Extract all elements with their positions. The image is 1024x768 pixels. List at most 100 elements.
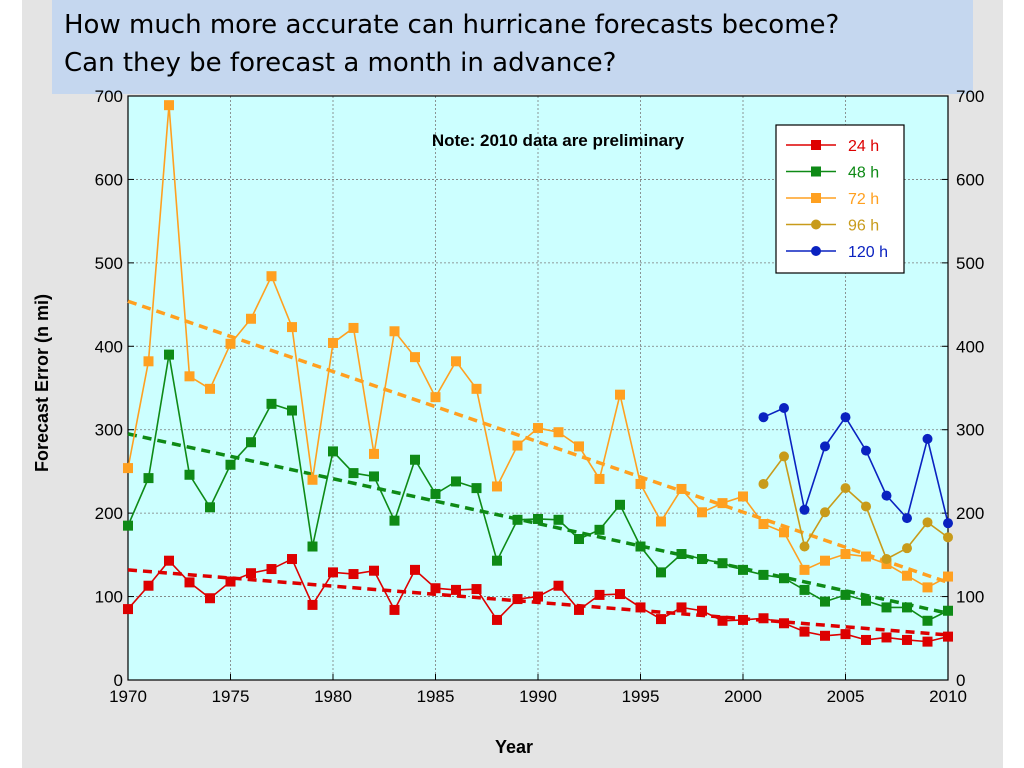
data-point-72h bbox=[615, 389, 625, 400]
data-point-72h bbox=[594, 473, 605, 484]
series-line-120h bbox=[763, 406, 949, 524]
data-point-72h bbox=[533, 423, 543, 434]
data-point-24h bbox=[328, 567, 338, 578]
data-point-72h bbox=[697, 507, 707, 518]
data-point-48h bbox=[676, 549, 687, 560]
data-point-48h bbox=[410, 454, 420, 465]
data-point-72h bbox=[902, 570, 912, 581]
x-tick-label: 2000 bbox=[724, 687, 762, 706]
trend-line-48h bbox=[127, 432, 949, 615]
data-point-24h bbox=[512, 594, 523, 605]
legend-marker-72h bbox=[811, 193, 821, 203]
data-point-72h bbox=[758, 518, 769, 529]
data-point-96h bbox=[861, 501, 871, 512]
data-point-96h bbox=[799, 541, 810, 552]
data-point-48h bbox=[635, 541, 646, 552]
data-point-96h bbox=[902, 543, 912, 554]
data-point-48h bbox=[430, 488, 441, 499]
data-point-72h bbox=[246, 313, 256, 324]
data-point-72h bbox=[164, 100, 174, 111]
data-point-48h bbox=[246, 437, 256, 448]
legend-marker-48h bbox=[811, 166, 821, 177]
data-point-48h bbox=[820, 596, 830, 607]
trend-line-24h bbox=[127, 568, 949, 637]
data-point-48h bbox=[123, 520, 133, 531]
data-point-72h bbox=[799, 564, 810, 575]
data-point-24h bbox=[615, 589, 625, 600]
data-point-48h bbox=[779, 573, 789, 584]
y-tick-label-right: 700 bbox=[956, 87, 984, 106]
legend-marker-96h bbox=[811, 219, 821, 230]
y-tick-label-right: 500 bbox=[956, 254, 984, 273]
data-point-72h bbox=[738, 491, 748, 502]
data-point-72h bbox=[861, 551, 871, 562]
slide-title-line-2: Can they be forecast a month in advance? bbox=[64, 48, 617, 78]
data-point-24h bbox=[594, 589, 605, 600]
data-point-72h bbox=[307, 474, 318, 485]
data-point-24h bbox=[902, 634, 912, 645]
data-point-24h bbox=[287, 554, 297, 565]
legend-box bbox=[775, 124, 905, 274]
data-point-24h bbox=[205, 593, 215, 604]
data-point-96h bbox=[881, 554, 892, 565]
data-point-48h bbox=[287, 405, 297, 416]
y-tick-label-left: 700 bbox=[95, 87, 123, 106]
data-point-48h bbox=[717, 558, 728, 569]
y-tick-label-right: 300 bbox=[956, 421, 984, 440]
data-point-24h bbox=[492, 614, 502, 625]
data-point-48h bbox=[656, 567, 666, 578]
legend-label-120h: 120 h bbox=[848, 244, 888, 261]
data-point-48h bbox=[738, 564, 748, 575]
data-point-120h bbox=[820, 441, 830, 452]
data-point-72h bbox=[184, 371, 195, 382]
data-point-48h bbox=[143, 473, 154, 484]
data-point-72h bbox=[779, 527, 789, 538]
data-point-24h bbox=[266, 564, 277, 575]
data-point-48h bbox=[594, 524, 605, 535]
data-point-24h bbox=[471, 584, 482, 595]
data-point-72h bbox=[512, 440, 523, 451]
x-tick-label: 1975 bbox=[212, 687, 250, 706]
data-point-24h bbox=[943, 631, 953, 642]
data-point-96h bbox=[779, 451, 789, 462]
data-point-48h bbox=[943, 605, 953, 616]
y-tick-label-left: 300 bbox=[95, 421, 123, 440]
data-point-48h bbox=[492, 555, 502, 566]
data-point-24h bbox=[369, 565, 379, 576]
data-point-48h bbox=[164, 349, 174, 360]
data-point-72h bbox=[410, 352, 420, 363]
data-point-24h bbox=[123, 604, 133, 615]
data-point-24h bbox=[574, 604, 584, 615]
data-point-48h bbox=[369, 471, 379, 482]
data-point-24h bbox=[451, 584, 461, 595]
data-point-48h bbox=[881, 602, 892, 613]
data-point-72h bbox=[553, 427, 564, 438]
x-tick-label: 1985 bbox=[417, 687, 455, 706]
data-point-96h bbox=[820, 507, 830, 518]
y-tick-label-right: 0 bbox=[956, 671, 965, 690]
data-point-48h bbox=[266, 398, 277, 409]
data-point-48h bbox=[471, 483, 482, 494]
data-point-72h bbox=[840, 549, 851, 560]
data-point-24h bbox=[656, 614, 666, 625]
data-point-48h bbox=[184, 469, 195, 480]
data-point-120h bbox=[799, 504, 810, 515]
data-point-24h bbox=[143, 580, 154, 591]
data-point-24h bbox=[553, 580, 564, 591]
data-point-24h bbox=[184, 577, 195, 588]
y-tick-label-left: 400 bbox=[95, 337, 123, 356]
data-point-72h bbox=[574, 441, 584, 452]
data-point-24h bbox=[676, 602, 687, 613]
data-point-72h bbox=[635, 478, 646, 489]
x-tick-label: 1990 bbox=[519, 687, 557, 706]
data-point-24h bbox=[717, 615, 728, 626]
data-point-72h bbox=[430, 392, 441, 403]
data-point-48h bbox=[389, 515, 400, 526]
series-line-96h bbox=[762, 454, 949, 561]
x-tick-label: 1995 bbox=[622, 687, 660, 706]
data-point-48h bbox=[205, 502, 215, 513]
data-point-72h bbox=[820, 555, 830, 566]
data-point-48h bbox=[533, 513, 543, 524]
